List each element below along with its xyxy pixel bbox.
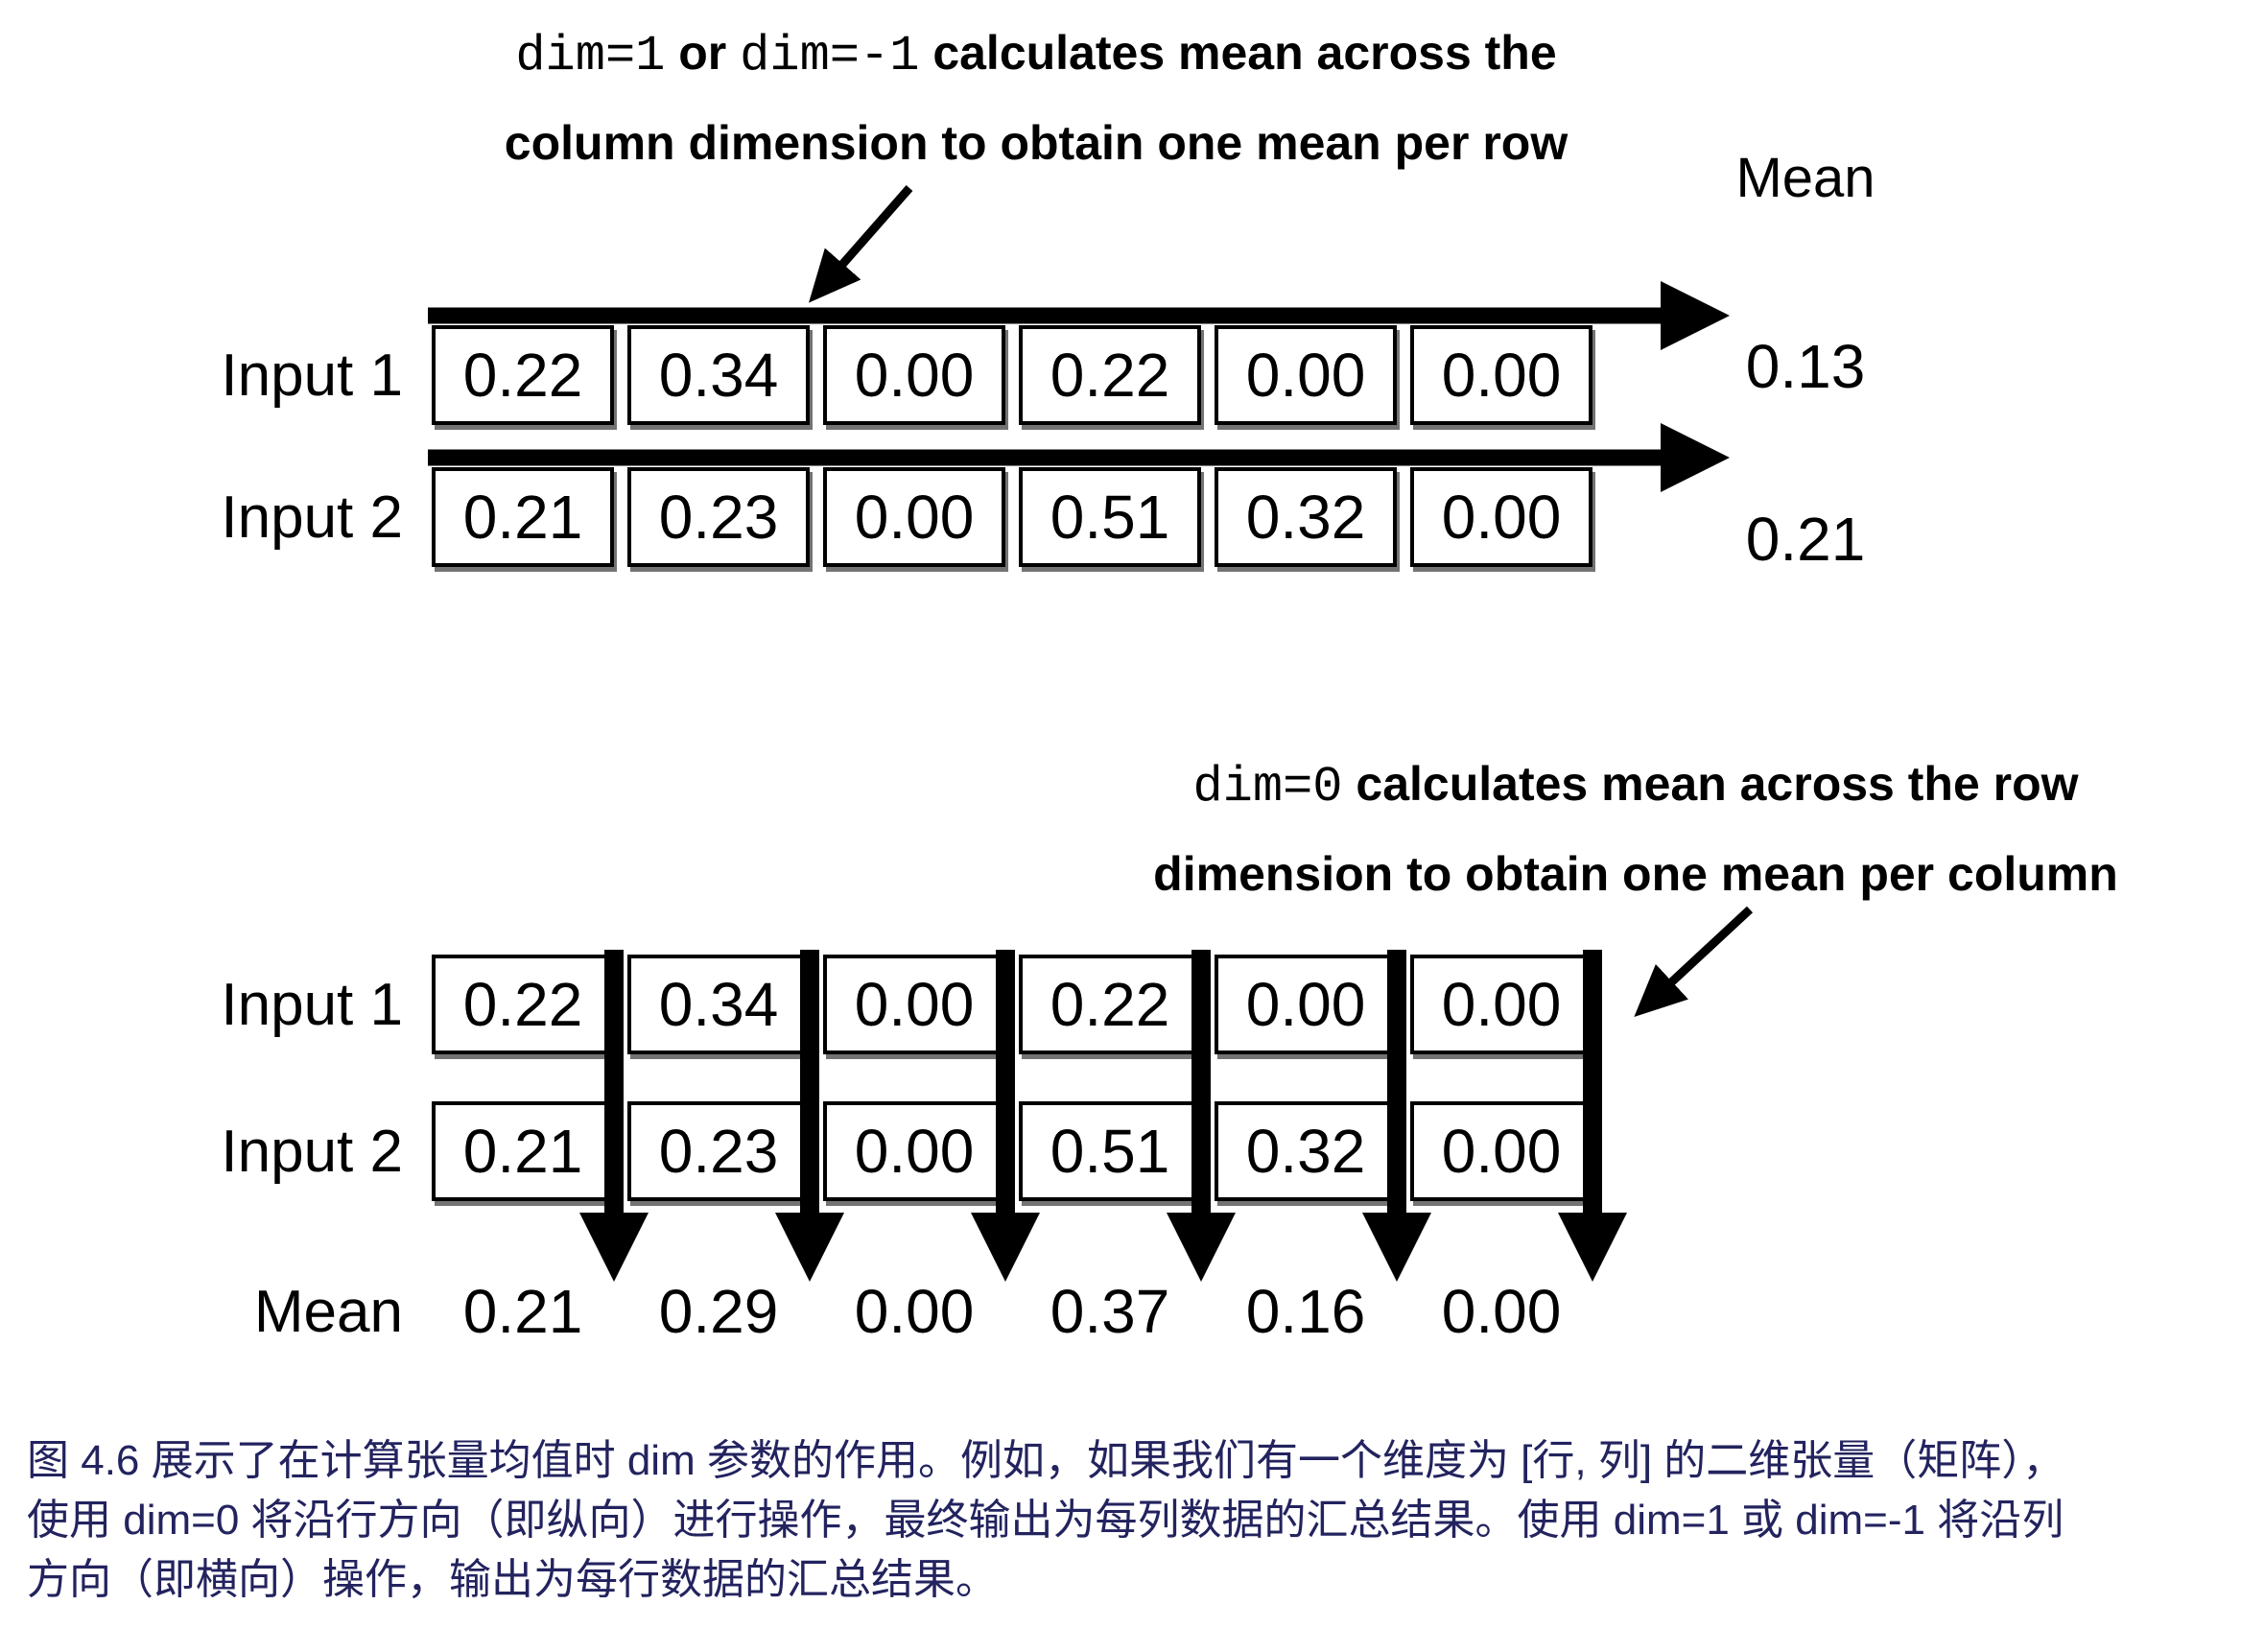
caption-line3: 方向（即横向）操作，输出为每行数据的汇总结果。 (27, 1556, 998, 1603)
matrix-cell: 0.22 (1019, 325, 1201, 425)
top-annotation-line2: column dimension to obtain one mean per … (504, 116, 1569, 170)
bottom-input1-row: 0.22 0.34 0.00 0.22 0.00 0.00 (432, 955, 1592, 1054)
matrix-cell: 0.00 (823, 1101, 1005, 1201)
matrix-cell: 0.00 (1215, 955, 1397, 1054)
matrix-cell: 0.23 (627, 467, 810, 567)
bottom-input1-label: Input 1 (221, 971, 403, 1038)
bottom-annotation-pointer-arrow (1634, 906, 1754, 1018)
matrix-cell: 0.00 (1410, 325, 1592, 425)
row1-mean-value: 0.13 (1745, 332, 1866, 401)
top-annotation-conj: or (678, 26, 727, 80)
matrix-cell: 0.22 (432, 325, 614, 425)
mean-cell: 0.16 (1245, 1277, 1366, 1346)
code-dim0: dim=0 (1192, 759, 1343, 815)
matrix-cell: 0.00 (823, 955, 1005, 1054)
top-input2-label: Input 2 (221, 484, 403, 551)
mean-cell: 0.37 (1050, 1277, 1170, 1346)
matrix-cell: 0.22 (432, 955, 614, 1054)
matrix-cell: 0.23 (627, 1101, 810, 1201)
code-dim-minus1: dim=-1 (740, 28, 920, 84)
matrix-cell: 0.00 (823, 467, 1005, 567)
matrix-cell: 0.51 (1019, 1101, 1201, 1201)
matrix-cell: 0.21 (432, 1101, 614, 1201)
bottom-annotation-line1: dim=0 calculates mean across the row (1031, 741, 2240, 831)
bottom-annotation-line2: dimension to obtain one mean per column (1153, 847, 2118, 901)
top-annotation-pointer-arrow (809, 185, 913, 303)
matrix-cell: 0.34 (627, 955, 810, 1054)
mean-cell: 0.00 (854, 1277, 975, 1346)
mean-column-header: Mean (1735, 147, 1875, 209)
bottom-mean-row: 0.21 0.29 0.00 0.37 0.16 0.00 (432, 1276, 1592, 1347)
bottom-mean-label: Mean (253, 1278, 403, 1345)
matrix-cell: 0.21 (432, 467, 614, 567)
mean-cell: 0.21 (462, 1277, 583, 1346)
mean-cell: 0.29 (658, 1277, 779, 1346)
matrix-cell: 0.00 (1215, 325, 1397, 425)
top-annotation-tail: calculates mean across the (932, 26, 1557, 80)
top-input1-label: Input 1 (221, 342, 403, 409)
code-dim1: dim=1 (515, 28, 666, 84)
bottom-input2-label: Input 2 (221, 1118, 403, 1185)
matrix-cell: 0.32 (1215, 1101, 1397, 1201)
matrix-cell: 0.00 (823, 325, 1005, 425)
top-annotation-line1: dim=1 or dim=-1 calculates mean across t… (403, 10, 1669, 100)
matrix-cell: 0.32 (1215, 467, 1397, 567)
bottom-annotation-tail: calculates mean across the row (1356, 757, 2079, 811)
matrix-cell: 0.22 (1019, 955, 1201, 1054)
matrix-cell: 0.00 (1410, 1101, 1592, 1201)
caption-line1: 图 4.6 展示了在计算张量均值时 dim 参数的作用。例如，如果我们有一个维度… (27, 1437, 2065, 1484)
figure-caption: 图 4.6 展示了在计算张量均值时 dim 参数的作用。例如，如果我们有一个维度… (27, 1431, 2064, 1610)
mean-cell: 0.00 (1441, 1277, 1562, 1346)
matrix-cell: 0.00 (1410, 467, 1592, 567)
matrix-cell: 0.00 (1410, 955, 1592, 1054)
row2-mean-value: 0.21 (1745, 505, 1866, 574)
top-annotation: dim=1 or dim=-1 calculates mean across t… (403, 10, 1669, 186)
matrix-cell: 0.51 (1019, 467, 1201, 567)
top-input2-row: 0.21 0.23 0.00 0.51 0.32 0.00 (432, 467, 1592, 567)
bottom-annotation: dim=0 calculates mean across the row dim… (1031, 741, 2240, 917)
caption-line2: 使用 dim=0 将沿行方向（即纵向）进行操作，最终输出为每列数据的汇总结果。使… (27, 1497, 2064, 1544)
bottom-input2-row: 0.21 0.23 0.00 0.51 0.32 0.00 (432, 1101, 1592, 1201)
top-input1-row: 0.22 0.34 0.00 0.22 0.00 0.00 (432, 325, 1592, 425)
matrix-cell: 0.34 (627, 325, 810, 425)
